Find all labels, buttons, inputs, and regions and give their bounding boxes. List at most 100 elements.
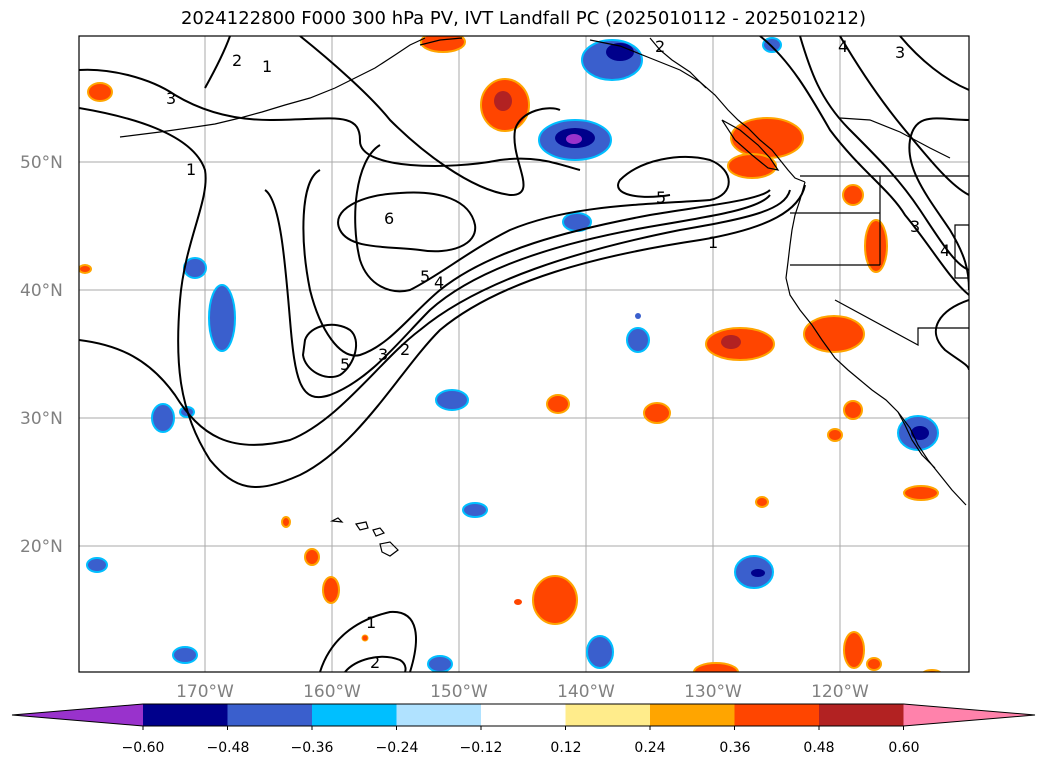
pos-anomaly-blob <box>514 599 522 605</box>
colorbar-tick-label: −0.12 <box>460 740 503 756</box>
colorbar-tick-label: −0.24 <box>376 740 419 756</box>
contour-label: 4 <box>434 273 444 292</box>
pos-anomaly-blob <box>843 400 863 420</box>
pos-anomaly-blob <box>532 575 578 625</box>
colorbar-segment <box>565 704 651 726</box>
contour-label: 3 <box>378 345 388 364</box>
pos-anomaly-blob <box>79 264 92 274</box>
neg-anomaly-blob <box>151 403 175 433</box>
pos-anomaly-blob <box>803 315 865 353</box>
neg-anomaly-blob <box>626 327 650 353</box>
pos-anomaly-blob <box>843 631 865 669</box>
coastlines <box>119 37 969 557</box>
lat-label: 50°N <box>20 153 63 173</box>
ivt-pc-shading <box>79 36 942 672</box>
lon-label: 160°W <box>303 682 361 702</box>
latitude-labels: 50°N 40°N 30°N 20°N <box>20 153 63 557</box>
longitude-labels: 170°W 160°W 150°W 140°W 130°W 120°W <box>176 682 869 702</box>
pv-contours <box>79 36 969 672</box>
colorbar-tick-labels: −0.60 −0.48 −0.36 −0.24 −0.12 0.12 0.24 … <box>122 740 920 756</box>
lon-label: 140°W <box>557 682 615 702</box>
pos-anomaly-blob <box>866 657 882 671</box>
colorbar-segment <box>143 704 228 726</box>
pos-anomaly-blob <box>903 485 939 501</box>
neg-anomaly-blob <box>86 557 108 573</box>
pos-anomaly-blob <box>304 548 320 566</box>
colorbar-extend-max <box>903 704 1035 726</box>
contour-label: 4 <box>940 241 950 260</box>
colorbar-tick-label: 0.36 <box>719 740 750 756</box>
contour-label: 1 <box>262 57 272 76</box>
contour-label: 2 <box>400 340 410 359</box>
pos-anomaly-blob <box>827 428 843 442</box>
colorbar-extend-min <box>12 704 143 726</box>
contour-label: 3 <box>895 43 905 62</box>
map-background <box>79 36 969 672</box>
lon-label: 150°W <box>430 682 488 702</box>
lon-label: 130°W <box>684 682 742 702</box>
pos-anomaly-blob <box>87 82 113 102</box>
colorbar-tick-label: −0.60 <box>122 740 165 756</box>
colorbar-segment <box>650 704 735 726</box>
contour-label: 1 <box>186 160 196 179</box>
lat-label: 30°N <box>20 409 63 429</box>
colorbar-tick-label: 0.60 <box>888 740 919 756</box>
map-title: 2024122800 F000 300 hPa PV, IVT Landfall… <box>180 8 867 29</box>
neg-anomaly-blob <box>427 655 453 672</box>
contour-labels: 3 2 1 4 3 2 1 6 5 5 4 5 3 2 1 3 4 1 2 <box>166 37 950 672</box>
neg-anomaly-core <box>911 426 929 440</box>
contour-label: 2 <box>370 653 380 672</box>
neg-anomaly-blob <box>172 646 198 664</box>
pos-anomaly-blob <box>361 634 369 642</box>
pos-anomaly-blob <box>546 394 570 414</box>
colorbar-segment <box>819 704 904 726</box>
pos-anomaly-blob <box>842 184 864 206</box>
pos-anomaly-blob <box>730 117 804 159</box>
neg-anomaly-peak <box>566 134 582 144</box>
contour-label: 5 <box>420 267 430 286</box>
pos-anomaly-core <box>721 335 741 349</box>
pos-anomaly-blob <box>420 36 466 53</box>
contour-label: 2 <box>655 37 665 56</box>
contour-label: 5 <box>656 188 666 207</box>
contour-label: 5 <box>340 355 350 374</box>
neg-anomaly-core <box>751 569 765 577</box>
colorbar-tick-label: 0.12 <box>550 740 581 756</box>
contour-label: 6 <box>384 209 394 228</box>
colorbar-segment <box>481 704 566 726</box>
neg-anomaly-blob <box>435 389 469 411</box>
lat-label: 40°N <box>20 281 63 301</box>
neg-anomaly-blob <box>586 635 614 669</box>
pos-anomaly-blob <box>864 219 888 273</box>
colorbar <box>11 703 1036 730</box>
contour-label: 2 <box>232 51 242 70</box>
neg-anomaly-core <box>606 43 634 61</box>
pos-anomaly-blob <box>727 153 777 179</box>
colorbar-tick-label: −0.36 <box>291 740 334 756</box>
lon-label: 120°W <box>811 682 869 702</box>
contour-label: 3 <box>166 89 176 108</box>
neg-anomaly-blob <box>208 284 236 352</box>
colorbar-tick-label: 0.48 <box>803 740 834 756</box>
pos-anomaly-blob <box>755 496 769 508</box>
contour-label: 4 <box>838 37 848 56</box>
colorbar-segment <box>227 704 313 726</box>
map-frame <box>78 35 970 673</box>
contour-label: 1 <box>366 613 376 632</box>
contour-label: 3 <box>910 217 920 236</box>
colorbar-segment <box>312 704 397 726</box>
pos-anomaly-blob <box>281 516 291 528</box>
colorbar-segment <box>734 704 820 726</box>
colorbar-tick-label: −0.48 <box>207 740 250 756</box>
neg-anomaly-blob <box>183 257 207 279</box>
lat-label: 20°N <box>20 537 63 557</box>
pos-anomaly-blob <box>693 662 739 672</box>
pos-anomaly-blob <box>643 402 671 424</box>
contour-label: 1 <box>708 233 718 252</box>
colorbar-tick-label: 0.24 <box>634 740 665 756</box>
colorbar-segment <box>396 704 482 726</box>
pos-anomaly-core <box>494 91 512 111</box>
neg-anomaly-blob <box>635 313 641 319</box>
lon-label: 170°W <box>176 682 234 702</box>
